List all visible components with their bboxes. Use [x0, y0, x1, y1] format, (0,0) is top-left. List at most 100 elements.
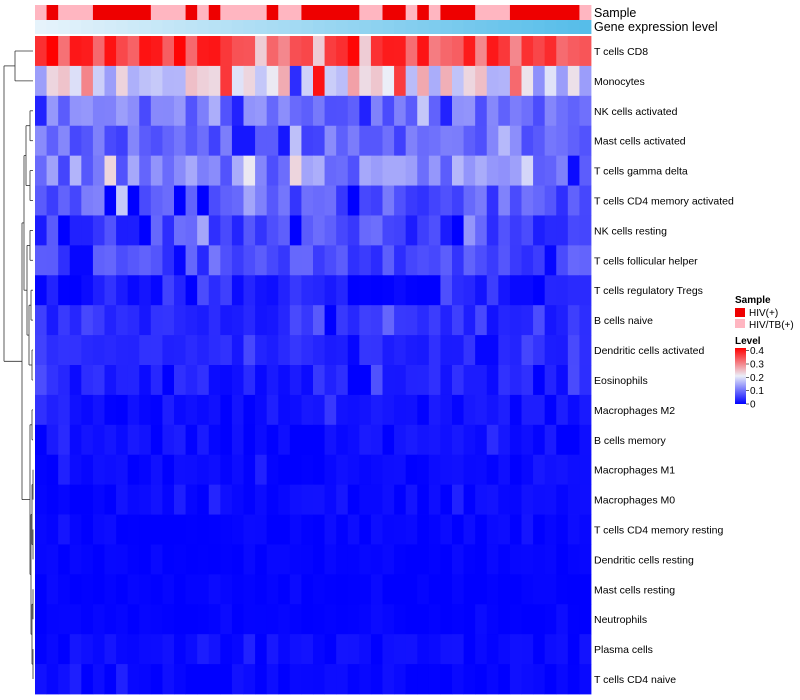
heatmap-cell [347, 544, 360, 575]
expression-annotation-cell [220, 20, 233, 34]
heatmap-cell [266, 574, 279, 605]
heatmap-cell [69, 155, 82, 186]
heatmap-cell [139, 544, 152, 575]
heatmap-cell [220, 544, 233, 575]
expression-annotation-cell [567, 20, 580, 34]
expression-annotation-cell [417, 20, 430, 34]
heatmap-cell [428, 155, 441, 186]
heatmap-cell [197, 634, 210, 665]
heatmap-cell [417, 335, 430, 366]
heatmap-cell [243, 305, 256, 336]
legend-swatch-hiv-tb [735, 319, 745, 328]
heatmap-cell [556, 454, 569, 486]
heatmap-cell [440, 365, 453, 396]
heatmap-cell [289, 215, 302, 246]
heatmap-cell [533, 185, 546, 216]
heatmap-cell [463, 424, 476, 456]
heatmap-cell [174, 484, 186, 515]
heatmap-cell [266, 604, 279, 635]
heatmap-cell [69, 365, 82, 396]
heatmap-cell [324, 664, 337, 695]
heatmap-cell [359, 305, 372, 336]
heatmap-cell [174, 574, 186, 605]
heatmap-cell [556, 604, 569, 635]
heatmap-cell [46, 36, 59, 67]
heatmap-cell [35, 484, 47, 515]
heatmap-cell [116, 424, 129, 456]
heatmap-cell [440, 95, 453, 127]
heatmap-cell [440, 335, 453, 366]
heatmap-cell [46, 305, 59, 336]
expression-annotation-cell [46, 20, 59, 34]
heatmap-cell [127, 484, 140, 515]
heatmap-cell [301, 36, 314, 67]
heatmap-cell [243, 574, 256, 605]
heatmap-cell [255, 305, 268, 336]
expression-annotation-cell [197, 20, 210, 34]
heatmap-cell [139, 215, 152, 246]
heatmap-cell [150, 664, 163, 695]
heatmap-cell [139, 305, 152, 336]
heatmap-cells [35, 36, 592, 695]
heatmap-cell [382, 155, 395, 186]
heatmap-cell [185, 664, 198, 695]
heatmap-cell [567, 95, 580, 127]
heatmap-cell [289, 155, 302, 186]
heatmap-cell [301, 335, 314, 366]
heatmap-cell [370, 454, 383, 486]
heatmap-cell [289, 305, 302, 336]
heatmap-cell [544, 335, 557, 366]
heatmap-cell [579, 514, 592, 545]
heatmap-cell [440, 215, 453, 246]
heatmap-cell [313, 574, 325, 605]
heatmap-cell [567, 634, 580, 665]
heatmap-cell [533, 36, 546, 67]
heatmap-cell [208, 424, 221, 456]
heatmap-cell [231, 365, 244, 396]
expression-annotation-cell [533, 20, 546, 34]
heatmap-cell [69, 95, 82, 127]
heatmap-cell [440, 394, 453, 426]
heatmap-cell [46, 155, 59, 186]
heatmap-cell [475, 365, 488, 396]
heatmap-cell [498, 65, 511, 97]
sample-annotation-cell [301, 5, 314, 20]
heatmap-cell [289, 634, 302, 665]
heatmap-cell [463, 484, 476, 515]
heatmap-cell [255, 215, 268, 246]
heatmap-cell [347, 65, 360, 97]
heatmap-cell [382, 185, 395, 216]
heatmap-cell [521, 185, 534, 216]
heatmap-cell [336, 185, 349, 216]
heatmap-cell [567, 245, 580, 276]
heatmap-cell [347, 514, 360, 545]
heatmap-cell [197, 36, 210, 67]
heatmap-cell [162, 484, 175, 515]
heatmap-cell [521, 454, 534, 486]
expression-annotation-cell [35, 20, 47, 34]
heatmap-cell [521, 215, 534, 246]
heatmap-cell [243, 275, 256, 306]
heatmap-cell [405, 394, 418, 426]
heatmap-cell [521, 365, 534, 396]
heatmap-cell [347, 604, 360, 635]
heatmap-cell [104, 245, 117, 276]
heatmap-cell [324, 604, 337, 635]
heatmap-cell [313, 335, 325, 366]
heatmap-cell [139, 424, 152, 456]
heatmap-cell [359, 275, 372, 306]
heatmap-cell [544, 65, 557, 97]
heatmap-cell [231, 454, 244, 486]
heatmap-cell [324, 394, 337, 426]
heatmap-cell [463, 664, 476, 695]
heatmap-cell [185, 365, 198, 396]
heatmap-cell [255, 275, 268, 306]
heatmap-cell [475, 574, 488, 605]
heatmap-cell [150, 305, 163, 336]
heatmap-cell [428, 394, 441, 426]
heatmap-cell [382, 215, 395, 246]
heatmap-cell [162, 424, 175, 456]
heatmap-cell [556, 36, 569, 67]
heatmap-cell [127, 634, 140, 665]
